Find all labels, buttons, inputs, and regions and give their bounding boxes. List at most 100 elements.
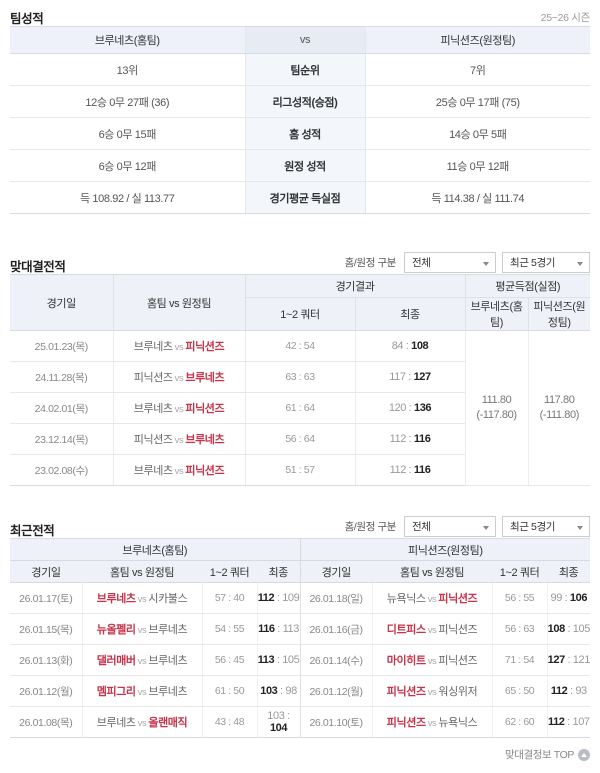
final-score: 116 : 113 bbox=[256, 613, 301, 645]
stat-away-value: 25승 0무 17패 (75) bbox=[365, 85, 590, 118]
final-score: 103 : 98 bbox=[256, 675, 301, 707]
chevron-down-icon bbox=[483, 525, 489, 530]
quarter-score: 65 : 50 bbox=[491, 675, 548, 707]
vs-label: vs bbox=[174, 342, 184, 353]
quarter-score: 54 : 55 bbox=[201, 613, 257, 645]
stat-home-value: 12승 0무 27패 (36) bbox=[10, 85, 245, 118]
home-team: 댈러매버 bbox=[96, 655, 136, 667]
home-team: 브루네츠 bbox=[133, 403, 173, 415]
game-date: 26.01.18(일) bbox=[299, 582, 373, 614]
avg-away-sub: (-111.80) bbox=[539, 409, 580, 421]
game-matchup: 피닉션즈 vs 워싱위저 bbox=[371, 675, 493, 707]
h2h-count-select[interactable]: 최근 5경기 bbox=[502, 252, 590, 273]
final-home: 113 bbox=[257, 654, 275, 666]
team-stats-header-right: 25~26 시즌 bbox=[540, 10, 591, 25]
recent-count-select[interactable]: 최근 5경기 bbox=[502, 516, 590, 537]
away-team: 올랜매직 bbox=[148, 717, 188, 729]
quarter-score: 57 : 40 bbox=[201, 582, 257, 614]
table-row: 26.01.08(목) 브루네츠 vs 올랜매직 43 : 48 103 : 104… bbox=[10, 706, 591, 738]
table-row: 13위 팀순위 7위 bbox=[10, 53, 590, 86]
vs-label: vs bbox=[137, 718, 147, 729]
final-away: 136 bbox=[413, 402, 432, 414]
final-away: 93 bbox=[575, 685, 587, 697]
team-stats-body: 13위 팀순위 7위 12승 0무 27패 (36) 리그성적(승점) 25승 … bbox=[10, 53, 590, 214]
avg-away-cell: 117.80 (-111.80) bbox=[527, 330, 591, 486]
stat-away-value: 7위 bbox=[365, 53, 590, 86]
col-avg-home: 브루네츠(홈팀) bbox=[464, 297, 529, 331]
table-row: 26.01.15(목) 뉴올펠리 vs 브루네츠 54 : 55 116 : 113… bbox=[10, 613, 591, 645]
final-away: 121 bbox=[572, 654, 591, 666]
quarter-score: 43 : 48 bbox=[201, 706, 257, 738]
home-team: 멤피그리 bbox=[96, 686, 136, 698]
final-away: 109 bbox=[282, 592, 300, 604]
recent-form-table: 브루네츠(홈팀) 피닉션즈(원정팀) 경기일 홈팀 vs 원정팀 1~2 쿼터 … bbox=[10, 538, 590, 738]
season-label: 25~26 시즌 bbox=[540, 12, 591, 24]
h2h-filter-label: 홈/원정 구분 bbox=[344, 257, 397, 269]
col-avg-away: 피닉션즈(원정팀) bbox=[527, 297, 591, 331]
table-row: 26.01.12(월) 멤피그리 vs 브루네츠 61 : 50 103 : 98 … bbox=[10, 675, 591, 707]
home-team: 브루네츠 bbox=[96, 717, 136, 729]
final-home: 112 bbox=[257, 592, 275, 604]
recent-header: 최근전적 홈/원정 구분 전체 최근 5경기 bbox=[0, 512, 600, 538]
away-team: 피닉션즈 bbox=[438, 655, 478, 667]
col-quarter-right: 1~2 쿼터 bbox=[492, 560, 548, 583]
final-away: 106 bbox=[569, 592, 588, 604]
arrow-up-icon bbox=[578, 748, 590, 761]
section-spacer bbox=[0, 214, 600, 248]
stat-label: 원정 성적 bbox=[244, 149, 366, 182]
h2h-count-value: 최근 5경기 bbox=[510, 257, 555, 269]
home-team: 브루네츠 bbox=[133, 341, 173, 353]
final-score: 112 : 107 bbox=[546, 706, 591, 738]
final-away: 127 bbox=[413, 371, 432, 383]
game-date: 24.11.28(목) bbox=[10, 361, 113, 393]
game-date: 26.01.16(금) bbox=[299, 613, 373, 645]
home-team: 피닉션즈 bbox=[133, 434, 173, 446]
final-score: 84 : 108 bbox=[354, 330, 466, 362]
final-home: 116 bbox=[258, 623, 275, 635]
vs-label: vs bbox=[427, 656, 437, 667]
final-score: 112 : 109 bbox=[256, 582, 301, 614]
vs-label: vs bbox=[137, 687, 147, 698]
game-date: 25.01.23(목) bbox=[10, 330, 113, 362]
final-score: 112 : 116 bbox=[354, 454, 466, 486]
home-team: 뉴욕닉스 bbox=[386, 593, 426, 605]
col-date-left: 경기일 bbox=[10, 560, 82, 583]
game-matchup: 뉴올펠리 vs 브루네츠 bbox=[81, 613, 202, 645]
col-vs: vs bbox=[244, 26, 366, 54]
table-row: 6승 0무 15패 홈 성적 14승 0무 5패 bbox=[10, 117, 590, 150]
col-matchup-right: 홈팀 vs 원정팀 bbox=[372, 560, 493, 583]
final-away: 108 bbox=[411, 340, 429, 352]
final-home: 103 bbox=[260, 685, 278, 697]
game-date: 26.01.13(화) bbox=[10, 644, 82, 676]
table-row: 26.01.17(토) 브루네츠 vs 시카불스 57 : 40 112 : 109… bbox=[10, 582, 591, 614]
chevron-down-icon bbox=[577, 261, 583, 266]
col-final-left: 최종 bbox=[257, 560, 301, 583]
table-header-row-2: 경기일 홈팀 vs 원정팀 1~2 쿼터 최종 경기일 홈팀 vs 원정팀 1~… bbox=[10, 560, 591, 583]
recent-scope-select[interactable]: 전체 bbox=[404, 516, 496, 537]
final-score: 99 : 106 bbox=[546, 582, 591, 614]
back-to-top-link[interactable]: 맞대결정보 TOP bbox=[505, 747, 590, 762]
final-away: 105 bbox=[572, 623, 591, 635]
h2h-scope-select[interactable]: 전체 bbox=[404, 252, 496, 273]
home-team: 디트피스 bbox=[386, 624, 426, 636]
avg-home-sub: (-117.80) bbox=[476, 409, 517, 421]
vs-label: vs bbox=[137, 625, 147, 636]
h2h-scope-value: 전체 bbox=[412, 257, 431, 269]
away-team: 피닉션즈 bbox=[438, 593, 478, 605]
final-away: 98 bbox=[285, 685, 297, 697]
final-score: 120 : 136 bbox=[354, 392, 466, 424]
game-matchup: 브루네츠 vs 올랜매직 bbox=[81, 706, 202, 738]
away-team: 브루네츠 bbox=[148, 655, 188, 667]
quarter-score: 62 : 60 bbox=[491, 706, 548, 738]
group-away-team: 피닉션즈(원정팀) bbox=[299, 538, 591, 561]
quarter-score: 56 : 45 bbox=[201, 644, 257, 676]
vs-label: vs bbox=[174, 404, 184, 415]
table-row: 23.02.08(수) 브루네츠 vs 피닉션즈 51 : 57 112 : 116 bbox=[10, 454, 590, 486]
stat-label: 팀순위 bbox=[244, 53, 366, 86]
final-score: 112 : 93 bbox=[546, 675, 591, 707]
table-row: 26.01.13(화) 댈러매버 vs 브루네츠 56 : 45 113 : 105… bbox=[10, 644, 591, 676]
vs-label: vs bbox=[137, 656, 147, 667]
h2h-header: 맞대결전적 홈/원정 구분 전체 최근 5경기 bbox=[0, 248, 600, 274]
page-title: 팀성적 bbox=[10, 12, 44, 26]
